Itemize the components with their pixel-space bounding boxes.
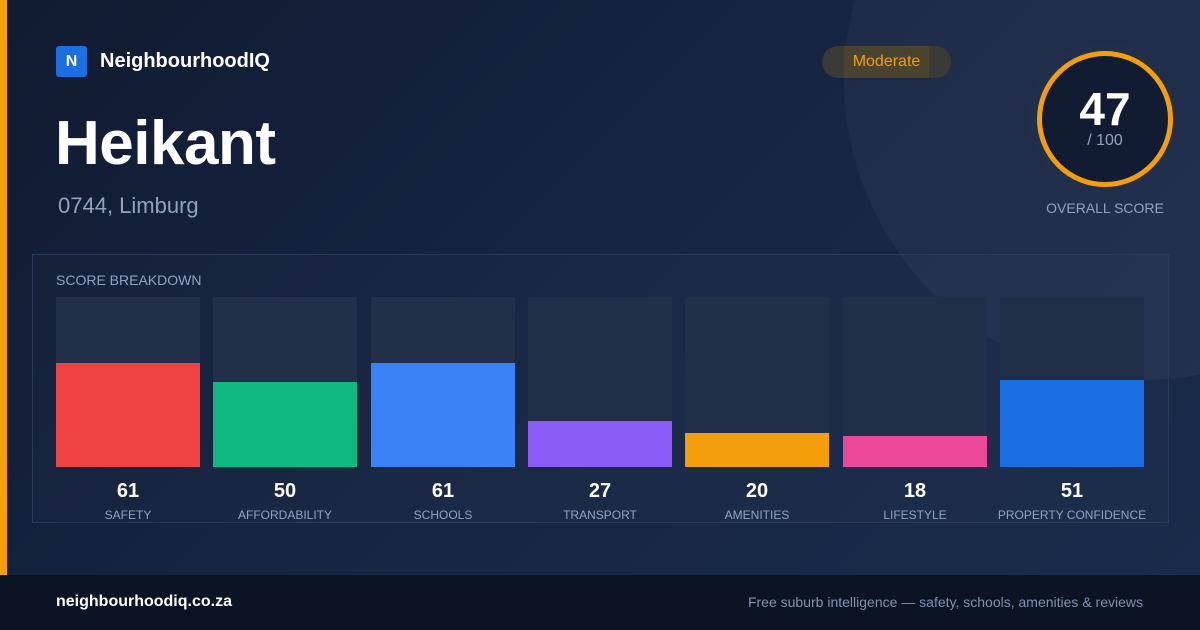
bar-fill-safety <box>56 363 200 467</box>
brand-name: NeighbourhoodIQ <box>100 50 270 72</box>
bar-track <box>1000 297 1144 467</box>
page-title: Heikant <box>55 109 276 178</box>
bar-fill-lifestyle <box>843 436 987 467</box>
bar-fill-property-confidence <box>1000 380 1144 467</box>
bar-fill-schools <box>371 363 515 467</box>
bar-track <box>213 297 357 467</box>
bar-fill-affordability <box>213 382 357 467</box>
brand: N NeighbourhoodIQ <box>56 46 270 77</box>
bar-track <box>371 297 515 467</box>
bar-label: PROPERTY CONFIDENCE <box>997 508 1147 522</box>
bar-track <box>56 297 200 467</box>
location-subtitle: 0744, Limburg <box>58 193 199 218</box>
badge-highlight <box>844 46 929 78</box>
bar-track <box>528 297 672 467</box>
bar-value: 27 <box>588 480 612 502</box>
bar-fill-amenities <box>685 433 829 467</box>
bar-value: 50 <box>273 480 297 502</box>
bar-label: SAFETY <box>104 508 152 522</box>
bar-value: 20 <box>745 480 769 502</box>
score-breakdown-panel <box>32 254 1169 523</box>
bar-label: TRANSPORT <box>563 508 637 522</box>
bar-label: SCHOOLS <box>413 508 473 522</box>
bar-label: LIFESTYLE <box>883 508 947 522</box>
bar-label: AFFORDABILITY <box>237 508 332 522</box>
score-ring <box>1037 51 1173 187</box>
footer-site-link[interactable]: neighbourhoodiq.co.za <box>56 593 232 610</box>
bar-track <box>685 297 829 467</box>
brand-logo-icon: N <box>56 46 87 77</box>
overall-score-max: / 100 <box>1087 132 1123 149</box>
bar-value: 61 <box>116 480 140 502</box>
bar-value: 61 <box>431 480 455 502</box>
bar-value: 18 <box>903 480 927 502</box>
footer-tagline: Free suburb intelligence — safety, schoo… <box>747 594 1143 610</box>
rating-badge-label: Moderate <box>852 53 921 70</box>
bar-fill-transport <box>528 421 672 467</box>
rating-badge: Moderate <box>822 46 951 78</box>
score-breakdown-title: SCORE BREAKDOWN <box>56 272 202 288</box>
overall-score-value: 47 <box>1079 83 1131 135</box>
accent-bar <box>0 0 7 575</box>
overall-score-label: OVERALL SCORE <box>1046 200 1164 216</box>
bar-track <box>843 297 987 467</box>
bar-label: AMENITIES <box>724 508 790 522</box>
background-panel <box>0 0 1200 575</box>
bar-value: 51 <box>1060 480 1084 502</box>
footer <box>0 575 1200 630</box>
